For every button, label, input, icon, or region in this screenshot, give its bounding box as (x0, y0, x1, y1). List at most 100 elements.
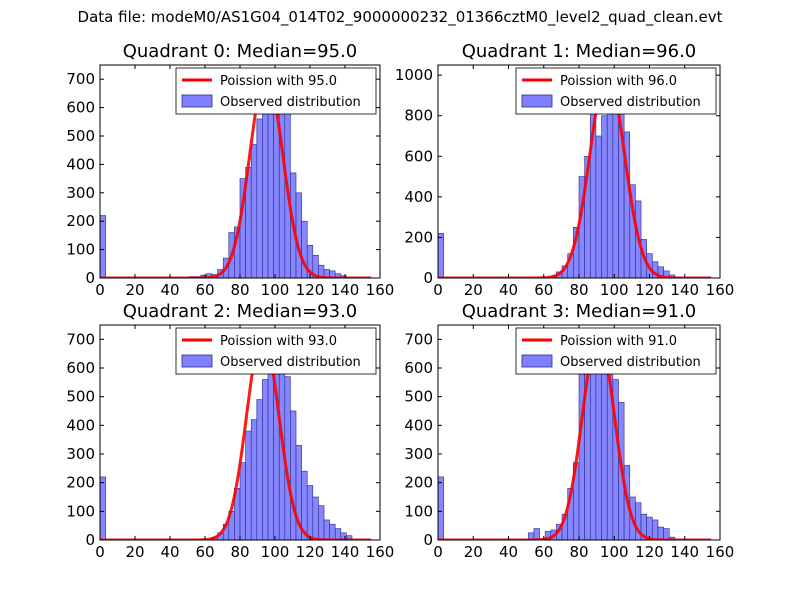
histogram-bar (589, 353, 597, 540)
y-tick-label: 200 (66, 474, 95, 492)
x-tick-label: 40 (499, 281, 518, 299)
legend-observed-label: Observed distribution (560, 355, 701, 370)
legend-observed-label: Observed distribution (220, 355, 361, 370)
histogram-bar (438, 476, 444, 540)
legend-bar-swatch (521, 354, 553, 368)
x-tick-label: 120 (296, 281, 325, 299)
histogram-bar (323, 519, 330, 540)
x-tick-label: 20 (464, 543, 483, 561)
histogram-bar (100, 215, 106, 278)
y-tick-label: 100 (404, 502, 433, 520)
histogram-bar (329, 523, 336, 540)
histogram-bar (262, 101, 269, 278)
histogram-bar (595, 361, 602, 540)
x-tick-label: 120 (296, 543, 325, 561)
legend-bar-swatch (181, 94, 213, 108)
x-tick-label: 0 (95, 543, 105, 561)
x-tick-label: 140 (670, 281, 699, 299)
histogram-bar (306, 485, 314, 540)
legend-poisson-label: Poission with 91.0 (560, 334, 677, 349)
y-tick-label: 600 (404, 147, 433, 165)
y-tick-label: 400 (66, 155, 95, 173)
histogram-bar (657, 526, 664, 540)
quadrant-title: Quadrant 0: Median=95.0 (123, 41, 358, 62)
x-tick-label: 60 (534, 281, 553, 299)
x-tick-label: 40 (160, 281, 179, 299)
x-tick-label: 20 (125, 543, 144, 561)
histogram-bar (312, 496, 319, 540)
quadrant-3-chart: 0 20 40 60 80 100 120 140 160 0 100 200 300 400 500 600… (404, 301, 734, 561)
legend-poisson-label: Poission with 95.0 (220, 74, 337, 89)
y-tick-label: 100 (66, 502, 95, 520)
x-tick-label: 80 (230, 543, 249, 561)
y-tick-label: 300 (66, 445, 95, 463)
x-tick-label: 0 (95, 281, 105, 299)
x-tick-label: 60 (195, 281, 214, 299)
y-tick-label: 200 (66, 212, 95, 230)
y-tick-label: 500 (404, 388, 433, 406)
histogram-bar (100, 476, 106, 540)
y-tick-label: 500 (66, 127, 95, 145)
x-tick-label: 120 (635, 281, 664, 299)
poisson-curve (438, 71, 712, 278)
histogram-bar (652, 519, 659, 540)
y-tick-label: 700 (404, 330, 433, 348)
legend-bar-swatch (521, 94, 553, 108)
x-tick-label: 140 (331, 543, 360, 561)
histogram-bar (278, 93, 286, 278)
histogram-bar (334, 528, 342, 540)
legend: Poission with 95.0 Observed distribution (175, 67, 377, 115)
y-tick-label: 200 (404, 228, 433, 246)
legend-poisson-label: Poission with 96.0 (560, 74, 677, 89)
x-tick-label: 20 (464, 281, 483, 299)
x-tick-label: 60 (195, 543, 214, 561)
figure-title: Data file: modeM0/AS1G04_014T02_90000002… (77, 8, 723, 26)
x-tick-label: 80 (230, 281, 249, 299)
quadrant-title: Quadrant 3: Median=91.0 (462, 301, 697, 322)
y-tick-label: 300 (66, 184, 95, 202)
quadrant-0-chart: 0 20 40 60 80 100 120 140 160 0 100 200 300 400 500 600… (66, 41, 394, 299)
histogram-bar (438, 233, 444, 278)
legend-poisson-label: Poission with 93.0 (220, 334, 337, 349)
histogram-bar (256, 118, 263, 278)
x-tick-label: 100 (600, 543, 629, 561)
x-tick-label: 40 (499, 543, 518, 561)
x-tick-label: 20 (125, 281, 144, 299)
x-tick-label: 80 (569, 543, 588, 561)
y-tick-label: 400 (404, 416, 433, 434)
y-tick-label: 600 (66, 359, 95, 377)
y-tick-label: 0 (423, 269, 433, 287)
legend-observed-label: Observed distribution (220, 95, 361, 110)
quadrant-title: Quadrant 1: Median=96.0 (462, 41, 697, 62)
y-tick-label: 400 (66, 416, 95, 434)
quadrant-2-chart: 0 20 40 60 80 100 120 140 160 0 100 200 300 400 500 600… (66, 301, 394, 561)
quadrant-1-chart: 0 20 40 60 80 100 120 140 160 0 200 400 600 800 1000 Qu… (395, 41, 735, 299)
y-tick-label: 100 (66, 241, 95, 259)
y-tick-label: 600 (66, 99, 95, 117)
histogram-bar (250, 144, 258, 278)
y-tick-label: 0 (85, 269, 95, 287)
y-tick-label: 1000 (395, 66, 433, 84)
histogram-bar (267, 353, 274, 540)
histogram-bar (346, 535, 353, 540)
y-tick-label: 700 (66, 70, 95, 88)
x-tick-label: 40 (160, 543, 179, 561)
y-tick-label: 0 (423, 531, 433, 549)
x-tick-label: 100 (600, 281, 629, 299)
histogram-bar (290, 410, 297, 540)
x-tick-label: 100 (261, 281, 290, 299)
histogram-bar (601, 115, 608, 278)
histogram-bar (595, 135, 602, 278)
y-tick-label: 500 (66, 388, 95, 406)
legend-observed-label: Observed distribution (560, 95, 701, 110)
x-tick-label: 160 (706, 281, 735, 299)
histogram-bar (245, 430, 252, 540)
legend: Poission with 93.0 Observed distribution (175, 327, 377, 375)
y-tick-label: 300 (404, 445, 433, 463)
legend-bar-swatch (181, 354, 213, 368)
x-tick-label: 80 (569, 281, 588, 299)
x-tick-label: 160 (366, 281, 395, 299)
x-tick-label: 140 (331, 281, 360, 299)
x-tick-label: 0 (433, 281, 443, 299)
x-tick-label: 120 (635, 543, 664, 561)
